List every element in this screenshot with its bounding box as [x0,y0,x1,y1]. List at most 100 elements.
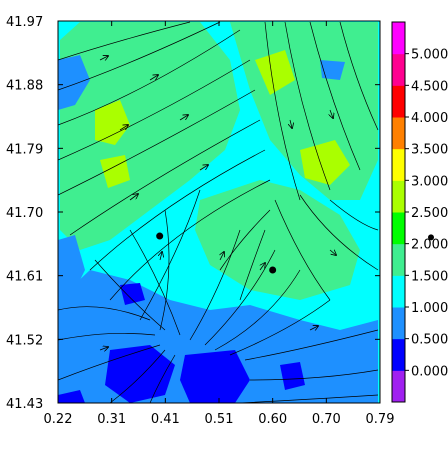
colorbar-label: 3.000 [411,174,448,189]
streamline [109,179,271,301]
field-region-green-mid [195,180,360,300]
streamline [239,229,266,301]
streamline [129,229,181,336]
flow-arrow [99,56,108,60]
streamline [149,354,176,403]
y-tick-label: 41.52 [6,333,43,348]
streamline [58,306,151,321]
flow-arrows [99,56,336,350]
streamline [214,269,301,351]
streamline [339,21,379,131]
streamline [204,249,276,346]
field-region-blue-top-right [320,60,345,80]
colorbar-label: 4.500 [411,79,448,94]
colorbar-segment [392,22,405,55]
colorbar-segment [392,243,405,276]
streamline [274,199,331,301]
flow-arrow [330,109,333,118]
colorbar-segment [392,53,405,86]
streamline [109,349,166,403]
colorbar-label: 2.500 [411,206,448,221]
streamline [69,119,261,236]
y-tick-label: 41.61 [6,270,43,285]
flow-arrow [129,194,138,201]
streamline [94,259,166,331]
colorbar-label: 3.500 [411,143,448,158]
colorbar-segment [392,117,405,150]
flow-arrow [149,75,158,81]
streamline [219,209,271,271]
streamline [139,189,201,321]
colorbar-label: 0.000 [411,364,448,379]
streamline [58,59,251,161]
streamline [239,394,379,403]
flow-arrow [220,252,224,261]
y-axis: 41.97 41.88 41.79 41.70 41.61 41.52 41.43 [6,15,380,412]
streamline [58,333,156,341]
colorbar-segment [392,370,405,403]
streamline [58,89,256,196]
colorbar-label: 0.500 [411,333,448,348]
colorbar-label: 1.500 [411,269,448,284]
colorbar: 0.000 0.500 1.000 1.500 2.000 2.500 3.000 3.500… [391,21,448,403]
colorbar-segment [392,148,405,181]
field-region-lime-3 [255,50,295,95]
field-region-blue-top-left [58,55,90,110]
streamlines [58,21,379,403]
colorbar-segment [392,85,405,118]
x-tick-label: 0.79 [366,412,395,427]
colorbar-segment [392,275,405,308]
streamline [284,21,331,191]
x-tick-label: 0.22 [44,412,73,427]
y-tick-label: 41.79 [6,142,43,157]
flow-arrow [290,119,292,128]
points-layer [156,232,277,274]
flow-arrow [329,250,336,255]
streamline [58,29,241,126]
flow-arrow [119,125,128,131]
colorbar-segment [392,180,405,213]
colorbar-segment [392,307,405,340]
streamline [58,344,161,381]
field-region-darkblue-4 [280,362,305,390]
streamline [309,21,361,171]
field-region-lime-4 [100,155,130,188]
x-tick-label: 0.60 [258,412,287,427]
streamline [244,329,379,361]
streamline [249,369,379,381]
field-region-darkblue-5 [58,390,85,403]
streamline [159,209,170,331]
field-region-green-upper-left [60,22,240,250]
streamline [58,21,221,91]
field-region-darkblue-1 [105,345,175,403]
colorbar-marker [428,234,434,241]
data-point [156,232,164,240]
streamline [189,229,241,341]
field-region-blue-left [58,235,85,300]
flow-arrow [160,252,162,261]
y-tick-label: 41.43 [6,397,43,412]
field-region-darkblue-3 [120,283,145,305]
colorbar-label: 4.000 [411,111,448,126]
field-region-lime-2 [300,140,350,185]
x-tick-label: 0.51 [205,412,234,427]
colorbar-segment [392,338,405,371]
x-tick-label: 0.31 [97,412,126,427]
streamline [89,149,266,271]
x-tick-label: 0.70 [312,412,341,427]
colorbar-label: 5.000 [411,48,448,63]
colorbar-label: 1.000 [411,301,448,316]
streamline [264,21,301,201]
colorbar-segment [392,212,405,245]
x-tick-label: 0.41 [151,412,180,427]
streamline [58,21,191,61]
y-tick-label: 41.88 [6,79,43,94]
flow-arrow [309,326,318,330]
flow-arrow [99,347,108,350]
y-tick-label: 41.97 [6,15,43,30]
plot-area [58,21,380,403]
flow-arrow [199,165,208,171]
colorbar-label: 2.000 [411,238,448,253]
streamline [229,299,331,356]
